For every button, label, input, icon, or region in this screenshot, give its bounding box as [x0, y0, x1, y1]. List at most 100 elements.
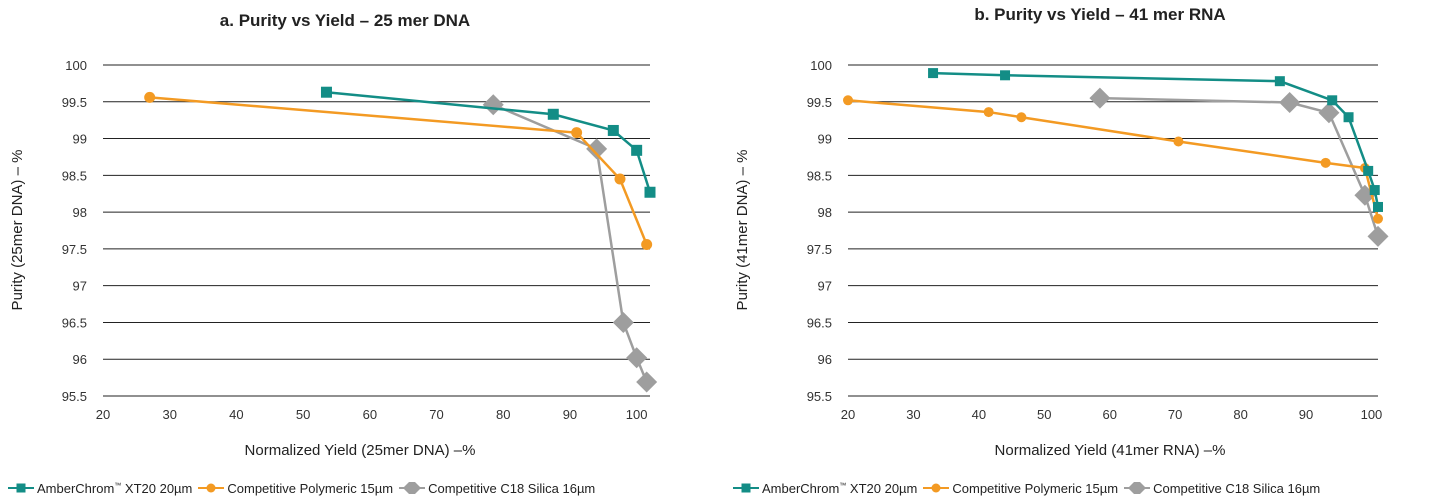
data-point: [1369, 185, 1380, 196]
x-axis-title: Normalized Yield (25mer DNA) –%: [245, 442, 476, 459]
x-tick-label: 20: [841, 407, 855, 422]
legend-marker: [206, 483, 216, 493]
x-tick-label: 90: [563, 407, 577, 422]
legend-label: AmberChrom™ XT20 20µm: [37, 480, 193, 496]
x-tick-label: 50: [296, 407, 310, 422]
data-point: [1279, 92, 1301, 114]
x-tick-label: 80: [1233, 407, 1247, 422]
legend-item: Competitive C18 Silica 16µm: [1124, 481, 1320, 496]
data-point: [1327, 95, 1338, 106]
series-line: [933, 71, 1380, 208]
y-tick-label: 99: [73, 132, 87, 147]
series-line: [847, 99, 1380, 220]
y-tick-label: 97: [73, 279, 87, 294]
data-point: [320, 86, 332, 98]
x-tick-label: 100: [626, 407, 648, 422]
y-tick-label: 96: [73, 352, 87, 367]
y-tick-label: 95.5: [807, 389, 832, 404]
square-marker-icon: [733, 482, 759, 494]
x-tick-label: 100: [1361, 407, 1383, 422]
legend-marker: [403, 482, 422, 494]
y-axis-title: Purity (25mer DNA) – %: [9, 150, 26, 311]
data-point: [1016, 112, 1027, 123]
y-tick-label: 100: [65, 58, 87, 73]
data-point: [614, 173, 626, 185]
x-tick-label: 90: [1299, 407, 1313, 422]
chart-a-svg: a. Purity vs Yield – 25 mer DNA 95.5 96 96.…: [9, 11, 658, 459]
legend-label: Competitive Polymeric 15µm: [952, 480, 1119, 496]
data-point: [626, 347, 648, 369]
data-point: [1089, 87, 1111, 109]
y-tick-label: 98: [73, 205, 87, 220]
legend-label: Competitive C18 Silica 16µm: [1153, 480, 1321, 496]
y-tick-label: 97.5: [62, 242, 87, 257]
legend-marker: [1128, 482, 1147, 494]
chart-b-legend: AmberChrom™ XT20 20µm Competitive Polymer…: [733, 480, 1326, 496]
y-tick-label: 98.5: [807, 168, 832, 183]
chart-b-svg: b. Purity vs Yield – 41 mer RNA 95.5 96 96.…: [734, 5, 1389, 459]
chart-panel-a: a. Purity vs Yield – 25 mer DNA 95.5 96 96.…: [8, 11, 658, 496]
data-point: [983, 107, 994, 118]
legend-label: Competitive C18 Silica 16µm: [428, 480, 596, 496]
data-point: [1318, 102, 1340, 124]
legend-item: Competitive Polymeric 15µm: [198, 481, 393, 496]
y-tick-label: 97: [818, 279, 832, 294]
legend-item: Competitive Polymeric 15µm: [923, 481, 1118, 496]
x-tick-label: 70: [429, 407, 443, 422]
data-point: [1373, 201, 1383, 212]
data-point: [1367, 225, 1389, 247]
y-tick-label: 99.5: [62, 95, 87, 110]
data-point: [1173, 136, 1184, 147]
data-point: [644, 186, 656, 198]
x-tick-label: 70: [1168, 407, 1182, 422]
diamond-marker-icon: [1124, 482, 1151, 494]
y-tick-label: 100: [810, 58, 832, 73]
data-point: [612, 311, 634, 333]
legend-item: Competitive C18 Silica 16µm: [399, 481, 595, 496]
y-tick-label: 99.5: [807, 95, 832, 110]
chart-panel-b: b. Purity vs Yield – 41 mer RNA 95.5 96 96.…: [725, 0, 1450, 497]
x-tick-label: 60: [363, 407, 377, 422]
y-tick-label: 96: [818, 352, 832, 367]
legend-label: AmberChrom™ XT20 20µm: [762, 480, 918, 496]
x-tick-label: 50: [1037, 407, 1051, 422]
data-point: [1274, 76, 1285, 87]
x-tick-label: 20: [96, 407, 110, 422]
square-marker-icon: [8, 482, 34, 494]
diamond-marker-icon: [399, 482, 426, 494]
data-point: [636, 371, 658, 393]
y-tick-label: 96.5: [807, 315, 832, 330]
legend-marker: [931, 483, 941, 493]
data-point: [843, 95, 853, 106]
data-point: [641, 238, 653, 250]
x-axis-title: Normalized Yield (41mer RNA) –%: [995, 442, 1226, 459]
legend-item: AmberChrom™ XT20 20µm: [8, 481, 192, 496]
data-point: [1373, 213, 1383, 224]
y-tick-label: 97.5: [807, 242, 832, 257]
circle-marker-icon: [923, 482, 950, 494]
x-tick-label: 40: [229, 407, 243, 422]
series-line: [1099, 96, 1380, 237]
data-point: [547, 108, 559, 120]
data-point: [144, 91, 156, 103]
y-tick-label: 99: [818, 132, 832, 147]
y-tick-label: 95.5: [62, 389, 87, 404]
data-point: [1343, 112, 1354, 123]
x-tick-label: 30: [906, 407, 920, 422]
legend-label: Competitive Polymeric 15µm: [227, 480, 394, 496]
data-point: [1000, 70, 1011, 81]
data-point: [1320, 157, 1331, 168]
x-tick-label: 30: [162, 407, 176, 422]
legend-marker: [16, 483, 26, 493]
chart-title: b. Purity vs Yield – 41 mer RNA: [974, 5, 1225, 24]
data-point: [607, 124, 619, 136]
data-point: [1363, 165, 1374, 176]
data-point: [586, 138, 608, 160]
y-tick-label: 98: [818, 205, 832, 220]
series-line: [149, 96, 648, 245]
y-axis-title: Purity (41mer DNA) – %: [734, 150, 751, 311]
data-point: [571, 127, 583, 139]
chart-title: a. Purity vs Yield – 25 mer DNA: [220, 11, 470, 30]
x-tick-label: 80: [496, 407, 510, 422]
data-point: [482, 94, 504, 116]
